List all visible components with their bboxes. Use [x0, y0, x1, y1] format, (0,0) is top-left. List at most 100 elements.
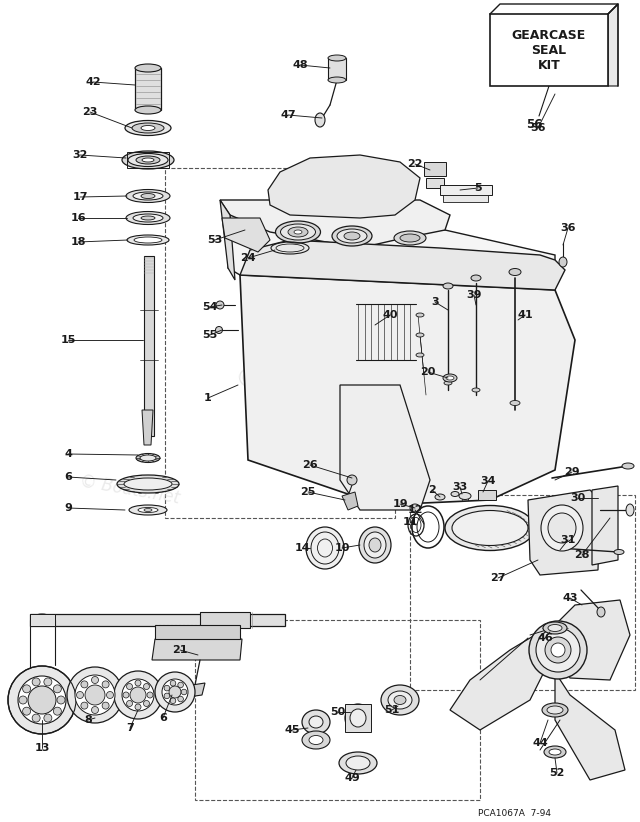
Ellipse shape [452, 510, 528, 546]
Text: 55: 55 [202, 330, 218, 340]
Circle shape [8, 666, 76, 734]
Ellipse shape [542, 703, 568, 717]
Circle shape [127, 684, 132, 690]
Ellipse shape [410, 504, 420, 512]
Text: © Boats.net: © Boats.net [79, 473, 181, 508]
Circle shape [164, 686, 170, 691]
Ellipse shape [315, 113, 325, 127]
Ellipse shape [302, 710, 330, 734]
Circle shape [32, 678, 40, 686]
Polygon shape [592, 486, 618, 565]
Circle shape [181, 689, 187, 695]
Ellipse shape [337, 229, 367, 243]
Text: 41: 41 [517, 310, 533, 320]
Ellipse shape [597, 607, 605, 617]
Ellipse shape [451, 492, 459, 496]
Ellipse shape [141, 126, 155, 131]
Circle shape [53, 707, 61, 715]
Ellipse shape [350, 709, 366, 727]
Circle shape [178, 696, 184, 702]
Ellipse shape [136, 156, 160, 164]
Circle shape [135, 680, 141, 686]
Ellipse shape [472, 388, 480, 392]
Ellipse shape [443, 283, 453, 289]
Ellipse shape [133, 214, 163, 222]
Ellipse shape [140, 455, 156, 461]
Text: 5: 5 [474, 183, 482, 193]
Text: 20: 20 [420, 367, 436, 377]
Ellipse shape [394, 231, 426, 245]
Polygon shape [528, 490, 600, 575]
Ellipse shape [400, 234, 420, 242]
Ellipse shape [136, 454, 160, 463]
Polygon shape [342, 492, 358, 510]
Ellipse shape [141, 216, 155, 220]
Text: 28: 28 [574, 550, 589, 560]
Text: 31: 31 [560, 535, 576, 545]
Bar [410, 495, 635, 690]
Ellipse shape [548, 513, 576, 543]
Bar [478, 490, 496, 500]
Circle shape [92, 677, 99, 684]
Ellipse shape [541, 505, 583, 551]
Bar [155, 625, 240, 639]
Circle shape [75, 675, 115, 715]
Polygon shape [268, 155, 420, 218]
Ellipse shape [435, 494, 445, 500]
Ellipse shape [529, 621, 587, 679]
Circle shape [22, 685, 31, 693]
Ellipse shape [135, 106, 161, 114]
Polygon shape [240, 275, 575, 505]
Circle shape [18, 676, 66, 724]
Text: 53: 53 [207, 235, 223, 245]
Polygon shape [188, 683, 205, 697]
Circle shape [19, 696, 27, 704]
Text: 25: 25 [300, 487, 316, 497]
Circle shape [216, 301, 224, 309]
Bar [328, 58, 346, 80]
Ellipse shape [124, 478, 172, 490]
Ellipse shape [344, 232, 360, 240]
Ellipse shape [309, 736, 323, 745]
Circle shape [170, 698, 176, 704]
Ellipse shape [128, 154, 168, 167]
Circle shape [67, 667, 123, 723]
Text: 14: 14 [294, 543, 310, 553]
Ellipse shape [129, 505, 167, 515]
Ellipse shape [381, 685, 419, 715]
Ellipse shape [126, 211, 170, 224]
Text: 11: 11 [403, 517, 418, 527]
Circle shape [123, 692, 129, 698]
Ellipse shape [510, 400, 520, 405]
Bar [30, 614, 55, 626]
Circle shape [178, 682, 184, 688]
Ellipse shape [622, 463, 634, 469]
Ellipse shape [443, 374, 457, 382]
Text: 56: 56 [525, 118, 542, 131]
Ellipse shape [135, 64, 161, 72]
Text: 32: 32 [72, 150, 88, 160]
Circle shape [143, 684, 150, 690]
Polygon shape [340, 385, 430, 510]
Circle shape [77, 691, 83, 699]
Polygon shape [152, 639, 242, 660]
Text: PCA1067A  7-94: PCA1067A 7-94 [478, 810, 551, 819]
Text: 47: 47 [280, 110, 296, 120]
Circle shape [130, 687, 146, 703]
Text: 24: 24 [240, 253, 256, 263]
Text: 33: 33 [452, 482, 468, 492]
Polygon shape [222, 218, 270, 252]
Ellipse shape [280, 224, 316, 240]
Ellipse shape [394, 695, 406, 704]
Circle shape [28, 686, 56, 714]
Bar [127, 152, 169, 168]
Circle shape [127, 700, 132, 706]
Text: 46: 46 [537, 633, 553, 643]
Text: 10: 10 [334, 543, 349, 553]
Ellipse shape [31, 614, 53, 626]
Ellipse shape [416, 313, 424, 317]
Bar [443, 195, 488, 202]
Circle shape [114, 671, 162, 719]
Text: 50: 50 [330, 707, 346, 717]
Polygon shape [142, 410, 153, 445]
